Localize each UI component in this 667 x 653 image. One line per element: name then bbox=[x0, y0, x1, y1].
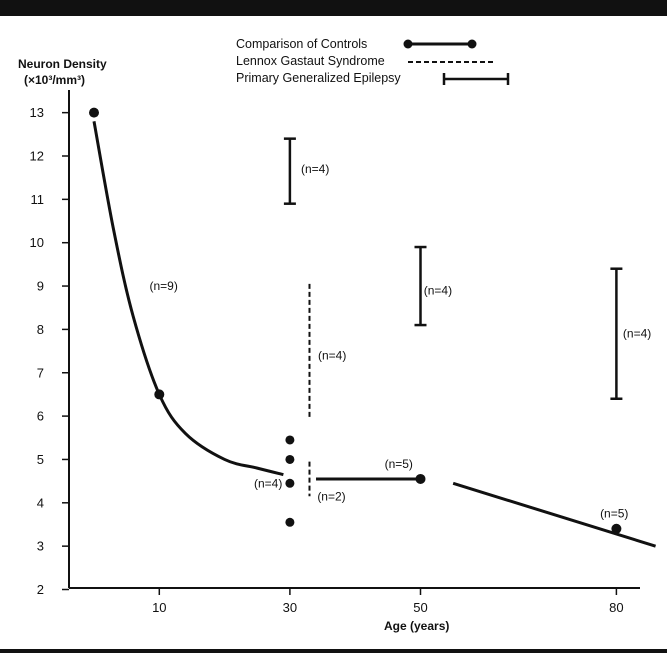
sample-size-annotation: (n=9) bbox=[150, 279, 178, 293]
y-tick-label: 12 bbox=[30, 149, 44, 164]
controls-point bbox=[415, 473, 426, 484]
sample-size-annotation: (n=5) bbox=[600, 507, 628, 521]
x-axis-label: Age (years) bbox=[384, 619, 449, 633]
y-tick-label: 9 bbox=[37, 279, 44, 294]
sample-size-annotation: (n=5) bbox=[385, 457, 413, 471]
y-tick-label: 7 bbox=[37, 365, 44, 380]
plot-marks: (n=9) (n=4) (n=4) (n=4) (n=4) (n=4) (n=2) (n=5)… bbox=[89, 107, 657, 548]
sample-size-annotation: (n=4) bbox=[623, 327, 651, 341]
x-tick-label: 80 bbox=[609, 600, 623, 615]
legend-controls-dot-right bbox=[467, 39, 477, 49]
y-tick-label: 13 bbox=[30, 105, 44, 120]
sample-size-annotation: (n=2) bbox=[317, 489, 345, 503]
age30-data-point bbox=[285, 454, 295, 464]
age30-data-point bbox=[285, 478, 295, 488]
y-tick-label: 8 bbox=[37, 322, 44, 337]
legend: Comparison of Controls Lennox Gastaut Sy… bbox=[236, 37, 510, 85]
y-axis-label-line1: Neuron Density bbox=[18, 57, 107, 71]
controls-point bbox=[89, 107, 99, 118]
x-tick-label: 50 bbox=[413, 600, 427, 615]
sample-size-annotation: (n=4) bbox=[301, 162, 329, 176]
controls-point bbox=[154, 389, 165, 400]
x-tick-label: 30 bbox=[283, 600, 297, 615]
top-border bbox=[0, 0, 667, 16]
legend-controls-label: Comparison of Controls bbox=[236, 37, 367, 51]
sample-size-annotation: (n=4) bbox=[424, 283, 452, 297]
controls-segment-line bbox=[452, 481, 657, 548]
y-axis-label-line2: (×10³/mm³) bbox=[24, 73, 85, 87]
y-tick-label: 5 bbox=[37, 452, 44, 467]
y-tick-label: 6 bbox=[37, 409, 44, 424]
legend-pge-label: Primary Generalized Epilepsy bbox=[236, 71, 401, 85]
axes: 2 3 4 5 6 7 8 9 10 11 12 13 10 30 50 80 bbox=[30, 90, 640, 615]
age30-data-point bbox=[285, 435, 295, 445]
x-tick-label: 10 bbox=[152, 600, 166, 615]
controls-curve-line bbox=[92, 121, 284, 477]
sample-size-annotation: (n=4) bbox=[254, 476, 282, 490]
age30-data-point bbox=[285, 517, 295, 527]
y-tick-label: 4 bbox=[37, 495, 44, 510]
bottom-border bbox=[0, 649, 667, 653]
y-tick-label: 3 bbox=[37, 539, 44, 554]
y-tick-label: 2 bbox=[37, 582, 44, 597]
sample-size-annotation: (n=4) bbox=[318, 348, 346, 362]
controls-point bbox=[611, 523, 622, 534]
y-tick-label: 10 bbox=[30, 235, 44, 250]
y-tick-label: 11 bbox=[31, 192, 45, 207]
legend-lgs-label: Lennox Gastaut Syndrome bbox=[236, 54, 385, 68]
